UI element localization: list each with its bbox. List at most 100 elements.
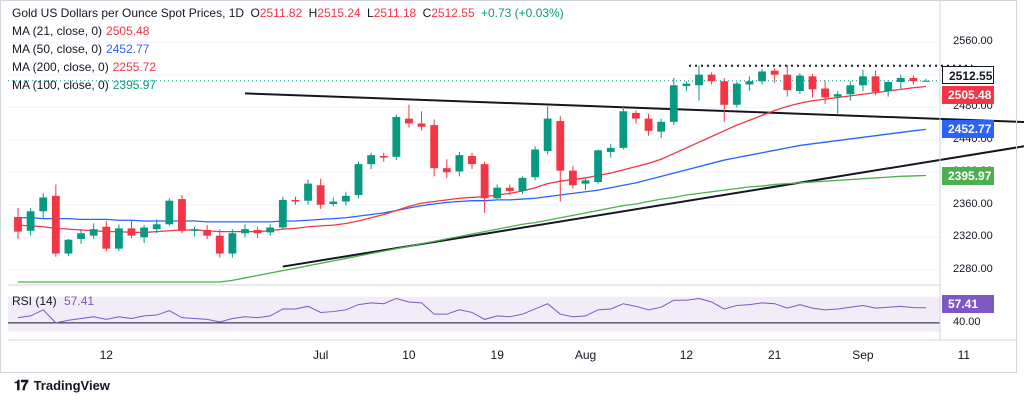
ma21-legend[interactable]: MA (21, close, 0) 2505.48 xyxy=(12,24,149,38)
close-value: 2512.55 xyxy=(431,6,475,20)
candle-body xyxy=(266,227,275,233)
candle-body xyxy=(14,216,22,232)
price-tick: 2360.00 xyxy=(953,197,993,210)
tradingview-footer[interactable]: 𝟏𝟕 TradingView xyxy=(14,377,110,394)
candle-body xyxy=(568,170,577,186)
symbol-title: Gold US Dollars per Ounce Spot Prices, 1… xyxy=(12,6,245,20)
low-value: 2511.18 xyxy=(373,6,417,20)
candle-body xyxy=(720,81,729,105)
trendlines xyxy=(8,64,1024,268)
time-tick: 21 xyxy=(767,348,782,362)
candle-body xyxy=(392,116,401,157)
candle-body xyxy=(669,85,678,122)
candle-body xyxy=(518,177,527,191)
candle-body xyxy=(644,118,653,131)
candle-body xyxy=(316,185,325,205)
candle-body xyxy=(114,228,123,249)
ma200-legend-value: 2255.72 xyxy=(112,60,157,74)
open-value: 2511.82 xyxy=(259,6,303,20)
price-tick: 2320.00 xyxy=(953,230,993,243)
candle-body xyxy=(594,150,603,183)
candle-body xyxy=(304,183,312,201)
candle-body xyxy=(884,82,893,91)
time-tick: 10 xyxy=(402,348,416,362)
candle-body xyxy=(241,229,249,234)
ma100-line xyxy=(18,174,927,283)
candle-body xyxy=(795,75,804,91)
rsi-band-fill xyxy=(8,296,940,332)
candle-body xyxy=(632,112,640,119)
candle-body xyxy=(152,224,161,230)
candle-body xyxy=(367,155,376,165)
candle-body xyxy=(846,85,855,95)
trendline xyxy=(244,92,1024,123)
price-badge: 2395.97 xyxy=(942,166,994,185)
candle-body xyxy=(127,228,136,236)
price-tick: 2560.00 xyxy=(953,35,993,48)
time-tick: Sep xyxy=(852,348,874,362)
ma200-legend-label: MA (200, close, 0) xyxy=(12,60,109,74)
candle-body xyxy=(190,229,199,231)
candle-body xyxy=(430,125,439,169)
candle-body xyxy=(442,168,451,173)
tradingview-logo-icon: 𝟏𝟕 xyxy=(14,377,29,393)
low-label: L xyxy=(367,6,374,20)
rsi-legend[interactable]: RSI (14) 57.41 xyxy=(12,294,94,308)
ma100-legend-label: MA (100, close, 0) xyxy=(12,78,109,92)
candle-body xyxy=(606,147,615,152)
ma50-legend-label: MA (50, close, 0) xyxy=(12,42,103,56)
candle-body xyxy=(215,235,224,254)
rsi-tick-40: 40.00 xyxy=(953,316,981,328)
ma21-legend-label: MA (21, close, 0) xyxy=(12,24,103,38)
candle-body xyxy=(543,118,552,152)
high-label: H xyxy=(308,6,318,20)
candle-body xyxy=(102,226,111,249)
candle-body xyxy=(556,121,565,171)
candle-body xyxy=(379,156,388,158)
candle-body xyxy=(89,229,98,236)
candle-body xyxy=(228,233,237,254)
candle-body xyxy=(531,149,539,178)
candle-body xyxy=(51,195,60,254)
change-value: +0.73 (+0.03%) xyxy=(480,6,564,20)
rsi-line xyxy=(17,297,927,324)
candle-body xyxy=(354,164,363,196)
candle-body xyxy=(203,229,212,236)
ma50-legend[interactable]: MA (50, close, 0) 2452.77 xyxy=(12,42,149,56)
ma100-legend[interactable]: MA (100, close, 0) 2395.97 xyxy=(12,78,156,92)
candle-body xyxy=(165,200,174,225)
candle-body xyxy=(291,199,300,202)
time-tick: 19 xyxy=(490,348,504,362)
ma50-line xyxy=(18,128,927,223)
candle-body xyxy=(833,94,842,97)
candle-body xyxy=(808,76,817,90)
candle-body xyxy=(278,199,287,228)
candle-body xyxy=(341,195,350,202)
candle-body xyxy=(178,199,186,231)
rsi-legend-value: 57.41 xyxy=(64,294,95,308)
rsi-badge: 57.41 xyxy=(942,295,994,313)
trendline xyxy=(282,145,1024,268)
candle-body xyxy=(64,239,73,254)
candle-body xyxy=(619,111,628,148)
candle-body xyxy=(480,164,489,199)
rsi-legend-label: RSI (14) xyxy=(12,294,57,308)
candle-body xyxy=(821,88,830,98)
candle-body xyxy=(468,156,476,165)
close-label: C xyxy=(422,6,432,20)
ma200-legend[interactable]: MA (200, close, 0) 2255.72 xyxy=(12,60,156,74)
price-tick: 2280.00 xyxy=(953,262,993,275)
candle-body xyxy=(26,211,35,231)
candle-body xyxy=(758,71,766,82)
candle-body xyxy=(745,81,754,85)
candle-body xyxy=(505,187,514,191)
ma50-legend-value: 2452.77 xyxy=(106,42,150,56)
ma100-legend-value: 2395.97 xyxy=(112,78,157,92)
price-badge: 2512.55 xyxy=(942,65,994,84)
candle-body xyxy=(329,201,338,204)
candle-body xyxy=(922,80,930,82)
candle-body xyxy=(493,187,502,199)
price-badge: 2452.77 xyxy=(942,120,994,139)
candle-body xyxy=(657,121,666,132)
